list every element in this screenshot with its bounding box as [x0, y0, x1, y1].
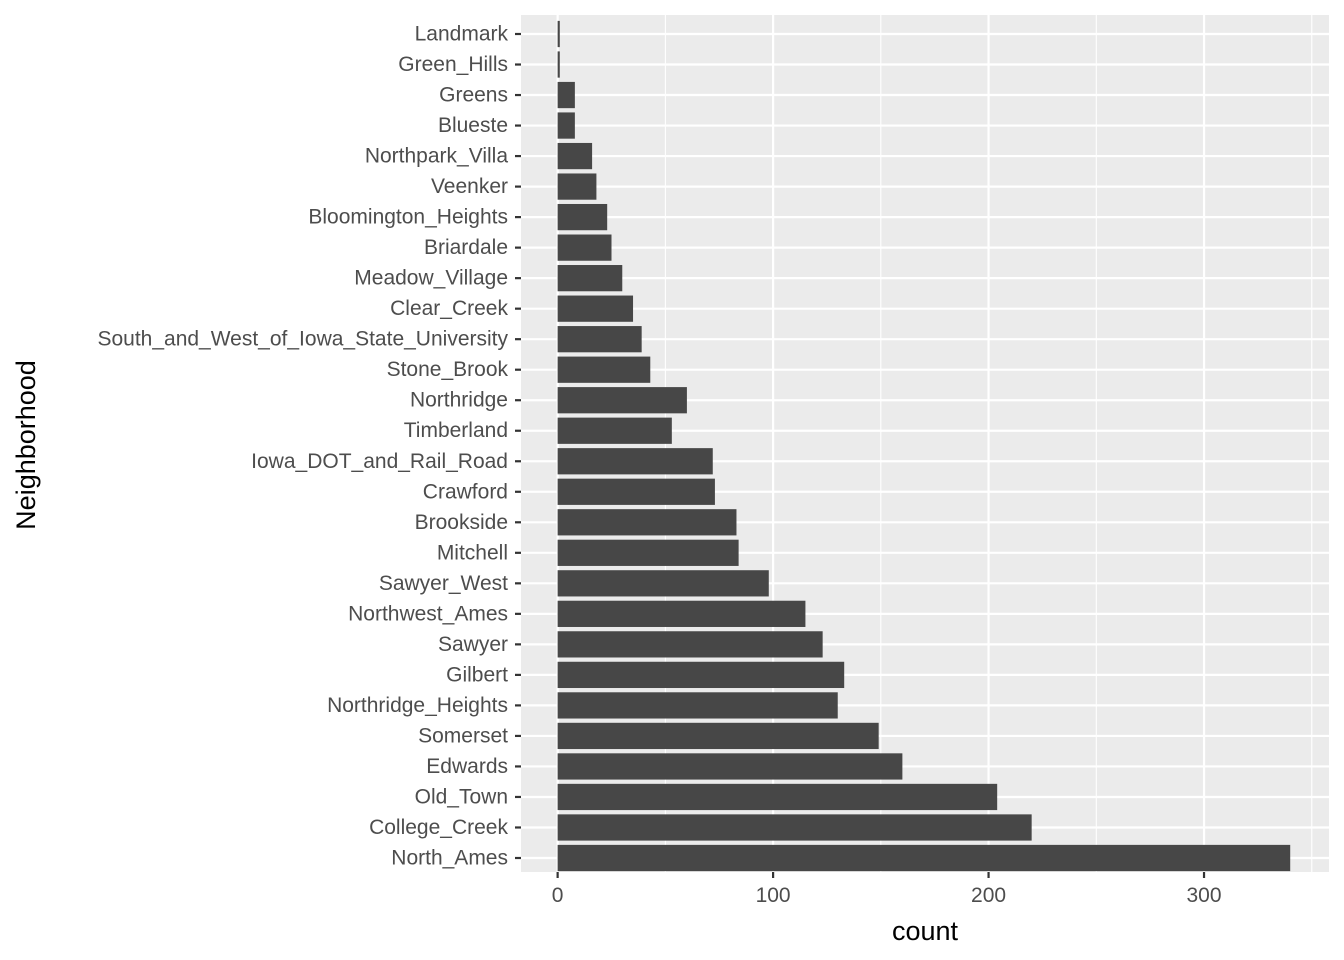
bar-iowa-dot-and-rail-road — [557, 448, 713, 475]
bar-northpark-villa — [557, 142, 593, 170]
bar-northridge-heights — [557, 692, 838, 719]
bar-old-town — [557, 783, 998, 811]
y-tick-label: College_Creek — [369, 816, 508, 839]
y-tick-label: Old_Town — [415, 785, 508, 808]
bar-meadow-village — [557, 265, 623, 292]
bar-timberland — [557, 417, 672, 444]
bar-sawyer — [557, 631, 823, 658]
y-tick-label: Meadow_Village — [354, 267, 508, 290]
bar-clear-creek — [557, 295, 634, 322]
bars — [557, 20, 1291, 872]
bar-northwest-ames — [557, 600, 806, 627]
bar-brookside — [557, 509, 737, 536]
y-tick-label: Somerset — [418, 724, 508, 747]
bar-gilbert — [557, 661, 845, 689]
x-axis: 0 100 200 300 — [552, 872, 1222, 907]
y-tick-label: Stone_Brook — [387, 358, 509, 381]
y-tick-label: Northpark_Villa — [365, 145, 509, 168]
y-tick-label: Clear_Creek — [390, 297, 508, 320]
y-tick-label: Briardale — [424, 236, 508, 259]
y-axis-title: Neighborhood — [11, 360, 41, 530]
y-tick-label: Bloomington_Heights — [308, 206, 508, 229]
y-tick-label: South_and_West_of_Iowa_State_University — [97, 328, 508, 351]
bar-green-hills — [557, 51, 560, 78]
bar-north-ames — [557, 844, 1291, 872]
y-tick-label: Blueste — [438, 114, 508, 137]
x-tick-label: 100 — [756, 884, 791, 907]
x-tick-label: 200 — [971, 884, 1006, 907]
bar-sawyer-west — [557, 570, 769, 597]
bar-bloomington-heights — [557, 203, 608, 231]
bar-mitchell — [557, 539, 739, 566]
y-tick-label: Iowa_DOT_and_Rail_Road — [251, 450, 508, 473]
y-tick-label: Sawyer — [438, 633, 508, 656]
y-tick-label: Brookside — [415, 511, 508, 534]
y-tick-label: North_Ames — [391, 847, 508, 870]
y-tick-label: Gilbert — [446, 663, 508, 686]
bar-veenker — [557, 173, 597, 200]
y-tick-label: Crawford — [423, 480, 508, 503]
y-axis: Landmark Green_Hills Greens Blueste Northpar… — [97, 23, 521, 870]
bar-college-creek — [557, 814, 1032, 841]
x-axis-title: count — [892, 916, 959, 946]
y-tick-label: Veenker — [431, 175, 508, 198]
y-tick-label: Greens — [439, 84, 508, 107]
y-tick-label: Landmark — [415, 23, 509, 46]
y-tick-label: Northridge — [410, 389, 508, 412]
bar-stone-brook — [557, 356, 651, 383]
bar-greens — [557, 81, 575, 109]
y-tick-label: Northridge_Heights — [327, 694, 508, 717]
bar-somerset — [557, 722, 879, 750]
y-tick-label: Green_Hills — [398, 53, 508, 76]
bar-briardale — [557, 234, 612, 261]
bar-crawford — [557, 478, 715, 505]
bar-south-and-west-of-iowa-state-university — [557, 326, 642, 353]
bar-landmark — [557, 20, 560, 48]
y-tick-label: Northwest_Ames — [348, 602, 508, 625]
y-tick-label: Mitchell — [437, 541, 508, 564]
y-tick-label: Timberland — [404, 419, 508, 442]
y-tick-label: Edwards — [426, 755, 508, 778]
bar-northridge — [557, 387, 687, 414]
x-tick-label: 0 — [552, 884, 564, 907]
bar-blueste — [557, 112, 575, 139]
bar-edwards — [557, 753, 903, 780]
x-tick-label: 300 — [1187, 884, 1222, 907]
y-tick-label: Sawyer_West — [379, 572, 508, 595]
